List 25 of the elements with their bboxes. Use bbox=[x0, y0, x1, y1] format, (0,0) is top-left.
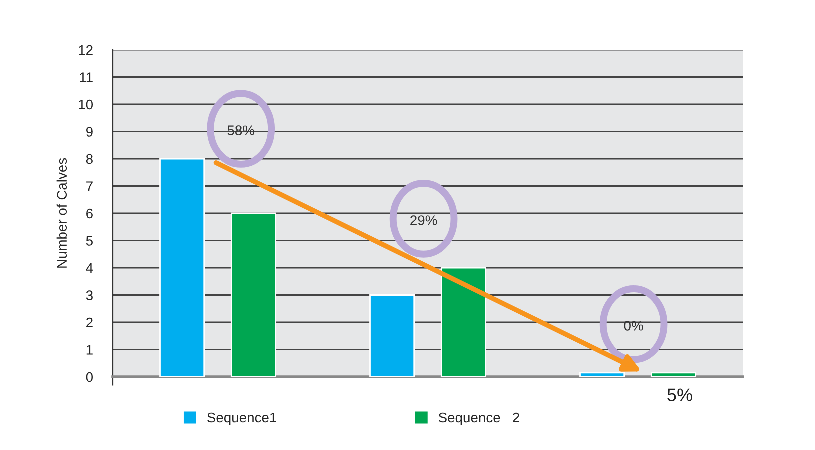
annotation: 0% bbox=[624, 321, 644, 331]
bar bbox=[650, 372, 696, 377]
bar bbox=[580, 372, 626, 377]
y-tick-label: 10 bbox=[79, 100, 94, 110]
y-tick-label: 11 bbox=[80, 72, 93, 82]
y-tick-label: 6 bbox=[86, 208, 93, 219]
text: 5% bbox=[668, 388, 692, 402]
y-tick-label: 9 bbox=[86, 127, 93, 137]
y-tick-label: 12 bbox=[79, 45, 93, 56]
bar bbox=[230, 212, 276, 377]
bar bbox=[370, 294, 416, 377]
y-tick-label: 1 bbox=[86, 345, 93, 355]
y-tick-label: 8 bbox=[86, 154, 93, 164]
annotation: 29% bbox=[410, 216, 438, 226]
y-tick-label: 7 bbox=[86, 182, 93, 192]
bar bbox=[160, 158, 206, 377]
bar bbox=[440, 267, 486, 377]
legend-label: Sequence1 bbox=[208, 412, 276, 426]
y-tick-label: 3 bbox=[86, 290, 93, 300]
y-tick-label: 4 bbox=[86, 263, 94, 274]
y-tick-label: 0 bbox=[86, 372, 94, 382]
y-tick-label: 2 bbox=[86, 318, 93, 328]
y-axis-title: Number of Calves bbox=[56, 158, 68, 268]
y-tick-label: 5 bbox=[86, 236, 93, 246]
legend-label: Sequence 2 bbox=[438, 412, 520, 426]
